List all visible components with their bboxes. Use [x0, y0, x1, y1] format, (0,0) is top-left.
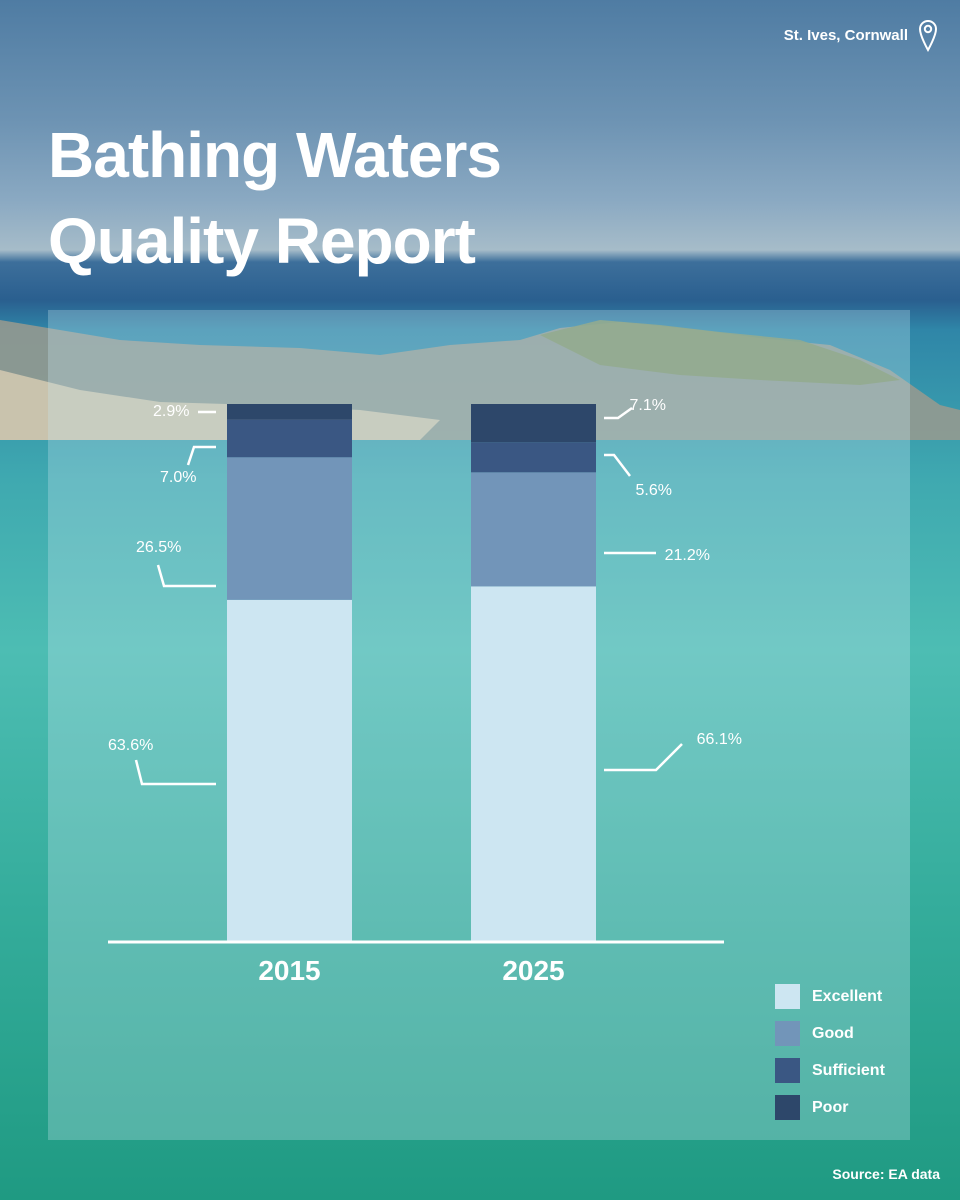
legend-label-poor: Poor	[812, 1098, 849, 1116]
legend-label-good: Good	[812, 1024, 854, 1042]
legend-item-sufficient: Sufficient	[775, 1052, 885, 1089]
location-text: St. Ives, Cornwall	[783, 26, 908, 44]
bar-segment-excellent-2025	[471, 586, 596, 942]
x-tick-label-2025: 2025	[502, 955, 564, 986]
x-tick-labels-group: 2015 2025	[258, 955, 564, 986]
legend-swatch-excellent	[775, 984, 800, 1009]
location-tag: St. Ives, Cornwall	[784, 18, 938, 52]
bar-segment-poor-2025	[471, 404, 596, 443]
bar-segment-sufficient-2015	[227, 419, 352, 458]
bar-segment-excellent-2015	[227, 599, 352, 942]
data-label-excellent-2015: 63.6%	[108, 737, 153, 754]
legend-item-excellent: Excellent	[775, 978, 885, 1015]
data-label-sufficient-2015: 7.0%	[160, 469, 196, 486]
leader-line-sufficient-2025	[604, 453, 631, 477]
legend-item-good: Good	[775, 1015, 885, 1052]
bar-segment-poor-2015	[227, 404, 352, 420]
legend-swatch-poor	[775, 1095, 800, 1120]
data-label-poor-2025: 7.1%	[630, 397, 666, 414]
page-title: Bathing Waters Quality Report	[48, 112, 648, 284]
legend-swatch-good	[775, 1021, 800, 1046]
chart-legend: Excellent Good Sufficient Poor	[775, 978, 885, 1126]
bar-segment-sufficient-2025	[471, 442, 596, 473]
bars-group	[227, 404, 596, 942]
bar-segment-good-2025	[471, 472, 596, 587]
leader-lines-group	[134, 406, 683, 786]
leader-line-poor-2025	[604, 406, 633, 420]
data-label-excellent-2025: 66.1%	[697, 731, 742, 748]
x-tick-label-2015: 2015	[258, 955, 320, 986]
legend-label-excellent: Excellent	[812, 987, 883, 1005]
legend-swatch-sufficient	[775, 1058, 800, 1083]
leader-line-excellent-2015	[134, 759, 216, 786]
data-label-good-2025: 21.2%	[665, 547, 710, 564]
data-label-good-2015: 26.5%	[136, 539, 181, 556]
title-line-2: Quality Report	[48, 205, 476, 277]
data-labels-group: 63.6% 26.5% 7.0% 2.9% 66.1% 21.2% 5.6% 7.1%	[108, 397, 742, 754]
data-label-sufficient-2025: 5.6%	[636, 482, 672, 499]
leader-line-excellent-2025	[604, 743, 683, 772]
leader-line-sufficient-2015	[186, 445, 216, 466]
legend-label-sufficient: Sufficient	[812, 1061, 885, 1079]
title-line-1: Bathing Waters	[48, 119, 502, 191]
leader-line-good-2015	[156, 564, 216, 588]
data-label-poor-2015: 2.9%	[153, 403, 189, 420]
map-pin-icon	[918, 20, 938, 52]
legend-item-poor: Poor	[775, 1089, 885, 1126]
source-note: Source: EA data	[832, 1166, 940, 1182]
bar-segment-good-2015	[227, 457, 352, 600]
